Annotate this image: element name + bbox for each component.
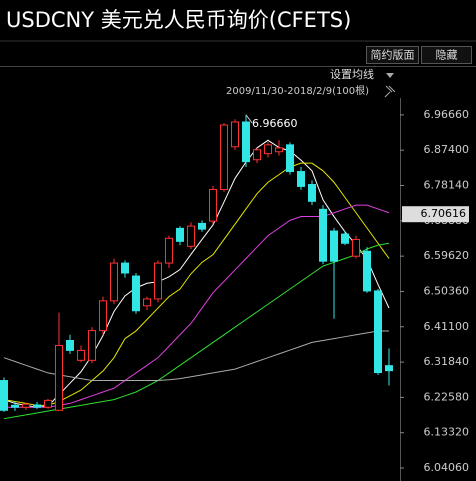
candle-body — [154, 262, 162, 300]
candle-body — [231, 121, 239, 148]
ma-line — [3, 162, 390, 406]
candle-body — [264, 144, 272, 155]
ma-line — [3, 139, 390, 408]
button-bg[interactable] — [421, 46, 472, 64]
y-tick-label: 6.04060 — [424, 461, 470, 474]
button[interactable]: 隐藏 — [436, 49, 458, 62]
candle-body — [341, 233, 349, 244]
dropdown-icon[interactable] — [386, 73, 394, 78]
button-bg[interactable] — [366, 46, 419, 64]
y-tick-label: 6.78140 — [424, 179, 470, 192]
ma-setting[interactable]: 设置均线 — [330, 67, 374, 81]
button[interactable]: 简约版面 — [371, 48, 415, 62]
candle-body — [275, 147, 283, 153]
ma-line — [3, 242, 390, 420]
candle-body — [110, 262, 118, 302]
candle-body — [330, 230, 338, 262]
y-tick-label: 6.87400 — [424, 143, 470, 156]
pin-icon[interactable] — [384, 85, 396, 98]
y-tick-label: 6.31840 — [424, 355, 470, 368]
price-tag-label: 6.70616 — [421, 207, 467, 220]
candle-body — [99, 300, 107, 332]
candle-body — [198, 222, 206, 230]
candle-body — [88, 330, 96, 361]
candle-body — [352, 238, 360, 257]
candle-body — [121, 262, 129, 274]
candle-body — [187, 225, 195, 247]
candle-body — [253, 149, 261, 161]
annotation-line — [245, 114, 253, 124]
candle-body — [242, 121, 250, 163]
candle-body — [77, 349, 85, 361]
candle-body — [11, 404, 19, 408]
price-tag — [402, 206, 469, 223]
range-label: 2009/11/30-2018/2/9(100根) — [226, 84, 369, 97]
y-tick-label: 6.41100 — [424, 320, 470, 333]
candle-body — [319, 208, 327, 262]
y-tick-label: 6.22580 — [424, 390, 470, 403]
ma-line — [3, 330, 389, 382]
candle-body — [55, 344, 63, 411]
candle-body — [220, 124, 228, 190]
candle-body — [22, 403, 30, 408]
chart-title: USDCNY 美元兑人民币询价(CFETS) — [6, 8, 351, 32]
y-tick-label: 6.50360 — [424, 284, 470, 297]
candle-body — [363, 250, 371, 292]
candle-body — [0, 380, 8, 411]
candle-body — [44, 399, 52, 408]
candle-body — [385, 365, 393, 372]
candle-body — [165, 237, 173, 264]
candle-body — [297, 171, 305, 187]
candle-body — [176, 227, 184, 242]
candle-body — [286, 144, 294, 173]
candle-body — [308, 184, 316, 202]
y-tick-label: 6.13320 — [424, 426, 470, 439]
candle-body — [132, 275, 140, 312]
y-tick-label: 6.59620 — [424, 249, 470, 262]
y-tick-label: 6.96660 — [424, 108, 470, 121]
candle-body — [66, 340, 74, 351]
candle-body — [209, 188, 217, 222]
candle-body — [374, 290, 382, 374]
candle-body — [33, 404, 41, 408]
annotation: 6.96660 — [252, 117, 298, 130]
candle-body — [143, 298, 151, 307]
